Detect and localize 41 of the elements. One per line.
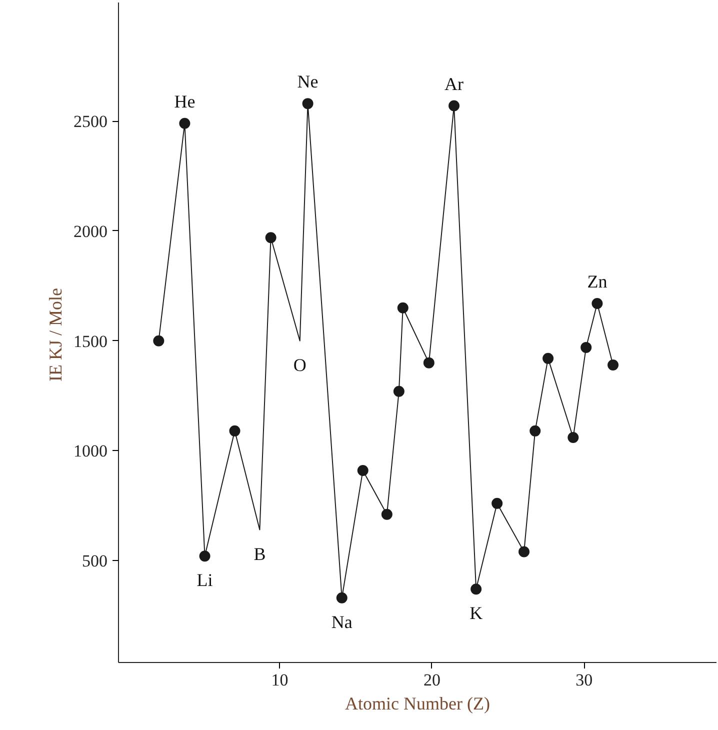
annotation: K <box>470 603 483 624</box>
annotation: Na <box>331 612 352 632</box>
point <box>530 425 541 436</box>
annotation: B <box>254 544 266 564</box>
point <box>357 464 368 476</box>
point <box>470 584 482 595</box>
annotation: Ar <box>444 74 464 94</box>
point <box>448 100 460 112</box>
y-tick-label: 500 <box>82 552 108 571</box>
point <box>542 352 554 364</box>
point <box>592 298 603 309</box>
point <box>381 508 392 520</box>
point <box>302 98 314 110</box>
annotation: Li <box>196 570 213 590</box>
point <box>423 357 434 368</box>
x-axis-title: Atomic Number (Z) <box>345 694 490 714</box>
point <box>518 546 530 558</box>
point <box>265 232 276 244</box>
y-axis-title: IE KJ / Mole <box>46 288 66 382</box>
y-tick-label: 1000 <box>74 442 108 461</box>
y-tick-label: 2500 <box>74 112 108 132</box>
point <box>336 592 348 604</box>
point <box>492 498 503 509</box>
x-tick-label: 30 <box>576 670 593 690</box>
point <box>153 335 164 346</box>
x-tick-label: 20 <box>423 670 440 690</box>
point <box>393 386 404 397</box>
point <box>608 360 619 371</box>
y-tick-label: 2000 <box>74 222 108 241</box>
point <box>229 425 240 436</box>
annotation: O <box>293 354 306 375</box>
annotation: He <box>174 91 196 112</box>
point <box>199 550 210 562</box>
annotation: Ne <box>297 72 318 92</box>
y-tick-label: 1500 <box>74 332 108 351</box>
x-tick-label: 10 <box>271 670 288 690</box>
point <box>179 118 190 129</box>
point <box>568 432 579 444</box>
annotation: Zn <box>587 272 608 292</box>
point <box>397 302 408 314</box>
point <box>580 342 592 353</box>
